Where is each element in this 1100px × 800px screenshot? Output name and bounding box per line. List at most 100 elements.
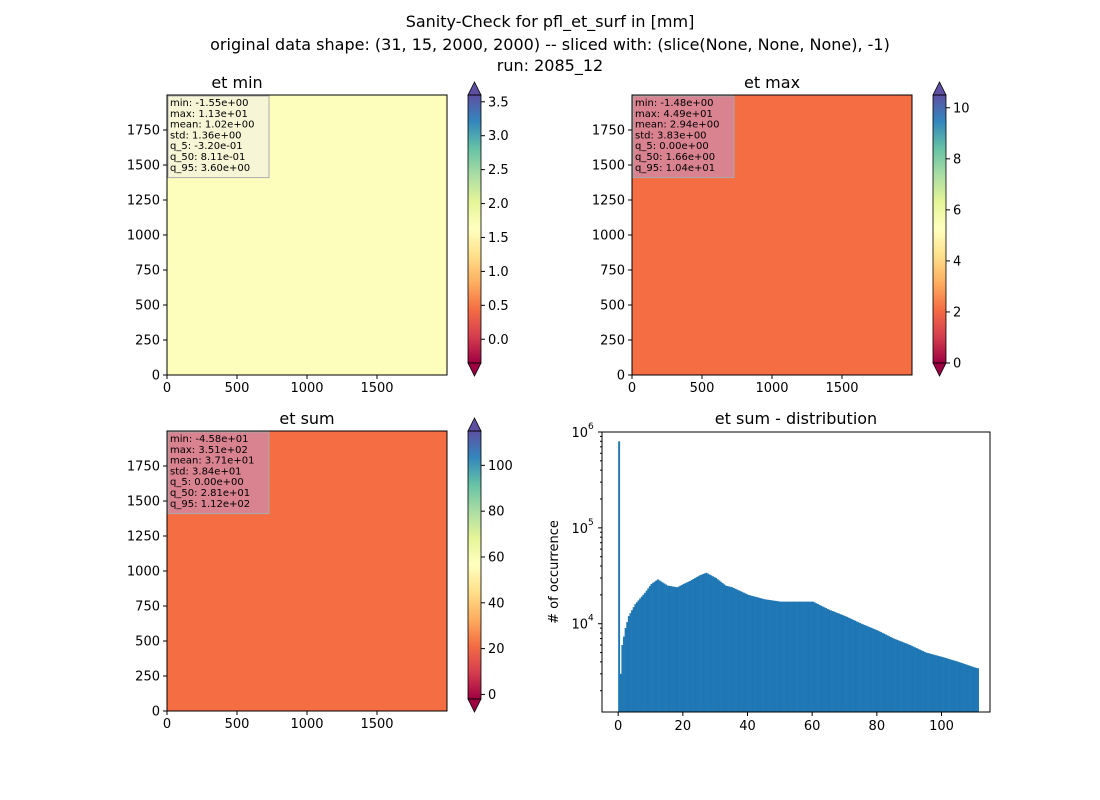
- colorbar-tick-label: 0.5: [488, 299, 509, 314]
- histogram-bar: [621, 644, 624, 712]
- histogram-bar: [957, 661, 960, 712]
- histogram-bar: [679, 585, 682, 712]
- histogram-ylabel: # of occurrence: [547, 520, 562, 624]
- histogram-bar: [956, 661, 958, 712]
- colorbar-gradient: [468, 95, 481, 363]
- x-tick-label: 500: [225, 717, 250, 732]
- colorbar-tick-label: 0: [953, 357, 961, 372]
- x-tick-label: 20: [675, 719, 692, 734]
- stats-line: q_5: -3.20e-01: [170, 141, 243, 152]
- histogram-bar: [710, 575, 713, 712]
- stats-line: min: -1.48e+00: [635, 98, 714, 109]
- histogram-bar: [888, 636, 891, 712]
- stats-line: q_95: 1.12e+02: [170, 499, 250, 510]
- histogram-bar: [825, 608, 828, 712]
- histogram-bar: [741, 591, 743, 712]
- y-tick-label: 500: [600, 299, 625, 314]
- histogram-bar: [841, 614, 844, 712]
- histogram-bar: [665, 584, 667, 712]
- histogram-bar: [723, 584, 726, 712]
- histogram-bar: [674, 586, 677, 712]
- histogram-bar: [915, 648, 918, 712]
- histogram-bar: [968, 665, 971, 712]
- y-tick-label: 250: [135, 670, 160, 685]
- histogram-bar: [720, 581, 722, 712]
- x-tick-label: 0: [614, 719, 622, 734]
- histogram-bar: [734, 588, 737, 712]
- histogram-bar: [852, 619, 855, 712]
- x-tick-label: 1500: [360, 717, 393, 732]
- colorbar-extend-max: [932, 81, 947, 96]
- stats-line: max: 4.49e+01: [635, 109, 713, 120]
- histogram-bar: [810, 601, 813, 712]
- y-tick-exponent: 5: [588, 518, 594, 528]
- stats-line: std: 3.83e+00: [635, 130, 707, 141]
- y-tick-exponent: 6: [588, 422, 594, 432]
- histogram-bar: [779, 601, 782, 712]
- histogram-bar: [941, 656, 944, 712]
- stats-line: std: 1.36e+00: [170, 130, 242, 141]
- histogram-bar: [930, 653, 933, 712]
- histogram-bar: [760, 598, 763, 712]
- histogram-bar: [905, 643, 908, 712]
- colorbar-tick-label: 8: [953, 152, 961, 167]
- histogram-bar: [860, 623, 863, 712]
- histogram-bar: [713, 577, 716, 712]
- x-tick-label: 1000: [290, 717, 323, 732]
- stats-line: max: 1.13e+01: [170, 109, 248, 120]
- stats-line: q_50: 8.11e-01: [170, 152, 245, 163]
- histogram-bar: [933, 654, 936, 712]
- histogram-bar: [800, 601, 803, 712]
- stats-line: q_5: 0.00e+00: [170, 477, 244, 488]
- histogram-bar: [834, 612, 837, 712]
- histogram-bar: [815, 603, 818, 712]
- histogram-bar: [875, 629, 878, 712]
- stats-line: q_5: 0.00e+00: [635, 141, 709, 152]
- histogram-bar: [829, 610, 832, 712]
- y-tick-label: 1500: [127, 495, 160, 510]
- y-tick-label: 1000: [127, 229, 160, 244]
- histogram-bar: [828, 609, 831, 712]
- stats-box-background: [632, 95, 735, 179]
- figure-title-line-2: original data shape: (31, 15, 2000, 2000…: [210, 35, 890, 54]
- histogram-bar: [773, 600, 776, 712]
- histogram-bar: [820, 605, 823, 712]
- histogram-bar: [959, 662, 962, 712]
- stats-line: max: 3.51e+02: [170, 445, 248, 456]
- histogram-bar: [702, 574, 705, 712]
- histogram-bar: [904, 643, 907, 712]
- y-tick-label: 1250: [592, 194, 625, 209]
- colorbar-tick-label: 10: [953, 101, 970, 116]
- panel-et-max: et max 0 500 1000 1500 0 250 500 750 1000 1250 150…: [592, 73, 970, 396]
- y-tick-label: 0: [152, 369, 160, 384]
- histogram-bar: [711, 576, 714, 712]
- x-tick-label: 0: [628, 381, 636, 396]
- y-tick-label: 1500: [127, 159, 160, 174]
- histogram-bar: [681, 584, 684, 712]
- histogram-bar: [863, 625, 866, 712]
- histogram-bar: [784, 601, 787, 712]
- histogram-bar: [770, 600, 773, 712]
- colorbar-tick-label: 0: [488, 688, 496, 703]
- histogram-bar: [631, 610, 634, 712]
- histogram-bar: [964, 664, 967, 712]
- histogram-bar: [692, 579, 695, 712]
- colorbar-extend-min: [932, 362, 947, 377]
- histogram-bar: [912, 646, 915, 712]
- histogram-bar: [724, 585, 727, 712]
- y-tick-label: 1250: [127, 194, 160, 209]
- y-tick-label: 0: [617, 369, 625, 384]
- histogram-bar: [954, 660, 957, 712]
- panel-title-et-min: et min: [211, 73, 262, 92]
- y-tick-label: 1500: [592, 159, 625, 174]
- histogram-bar: [694, 578, 697, 712]
- stats-line: q_50: 2.81e+01: [170, 488, 250, 499]
- x-tick-label: 1500: [825, 381, 858, 396]
- histogram-bar: [626, 622, 629, 712]
- colorbar-tick-label: 3.0: [488, 129, 509, 144]
- histogram-bar: [619, 673, 622, 712]
- stats-box-background: [167, 95, 270, 179]
